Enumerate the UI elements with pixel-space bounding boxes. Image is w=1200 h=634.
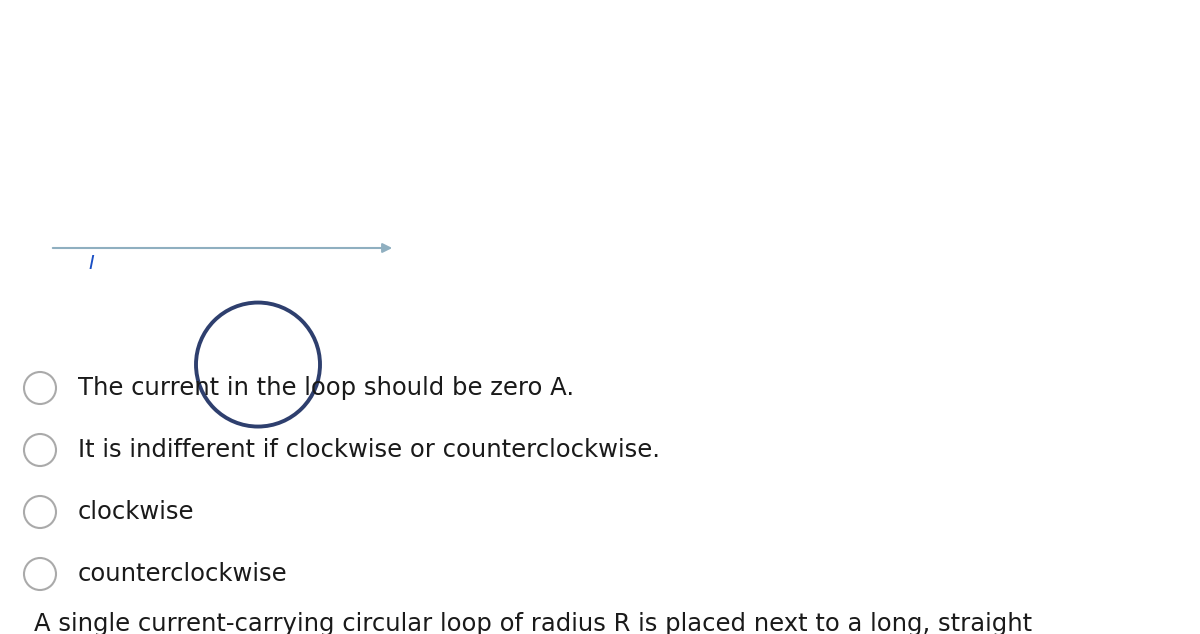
Text: It is indifferent if clockwise or counterclockwise.: It is indifferent if clockwise or counte…: [78, 438, 660, 462]
Text: A single current-carrying circular loop of radius R is placed next to a long, st: A single current-carrying circular loop …: [34, 612, 1048, 634]
Text: counterclockwise: counterclockwise: [78, 562, 288, 586]
Text: clockwise: clockwise: [78, 500, 194, 524]
Text: I: I: [89, 254, 94, 273]
Text: The current in the loop should be zero A.: The current in the loop should be zero A…: [78, 376, 574, 400]
